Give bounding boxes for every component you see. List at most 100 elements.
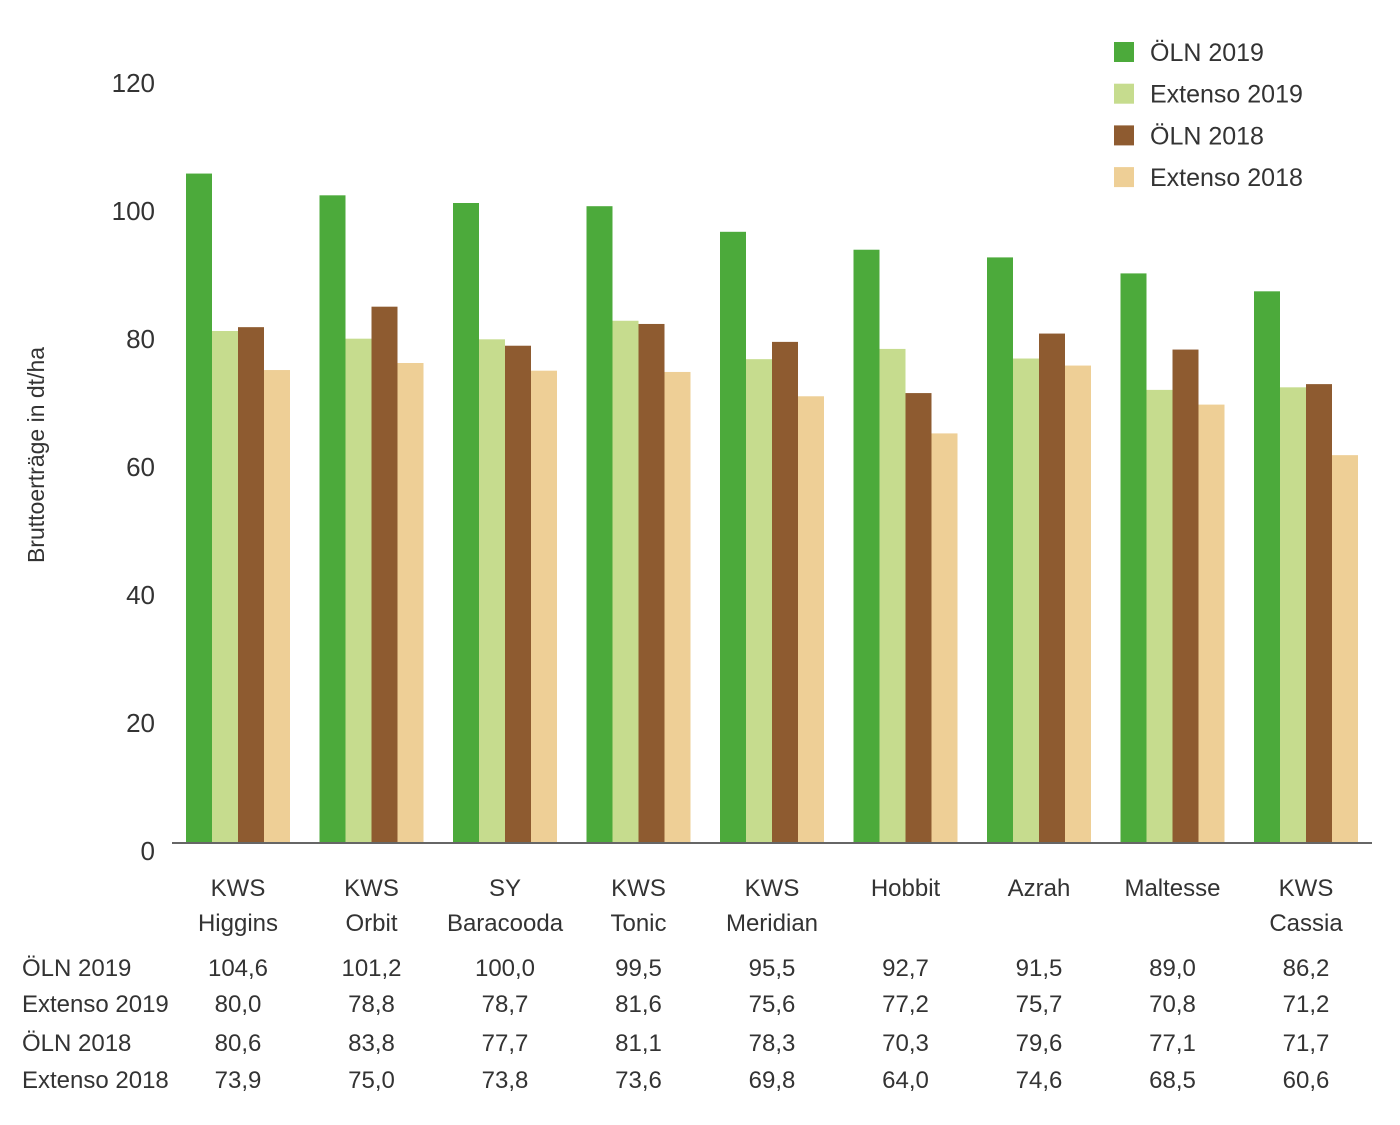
legend-swatch	[1114, 167, 1134, 188]
x-tick-label: Azrah	[1008, 875, 1071, 902]
data-label: 101,2	[341, 955, 401, 982]
bar	[397, 363, 424, 843]
data-label: 80,0	[215, 991, 262, 1018]
x-tick-label: Meridian	[726, 910, 818, 937]
y-axis-title: Bruttoerträge in dt/ha	[23, 347, 49, 563]
bar	[319, 195, 346, 843]
data-label: 81,6	[615, 991, 662, 1018]
bar	[853, 249, 880, 844]
data-label: 60,6	[1283, 1067, 1330, 1094]
bar	[1065, 365, 1091, 843]
bar	[798, 396, 824, 843]
data-label: 75,7	[1016, 991, 1063, 1018]
data-label: 75,0	[348, 1067, 395, 1094]
y-tick-label: 20	[126, 708, 155, 738]
x-tick-label: Hobbit	[871, 875, 941, 902]
bar	[586, 206, 613, 843]
bar	[638, 323, 665, 844]
data-label: 74,6	[1016, 1067, 1063, 1094]
data-label: 79,6	[1016, 1030, 1063, 1057]
data-label: 77,2	[882, 991, 929, 1018]
y-tick-label: 100	[112, 196, 155, 226]
data-label: 73,6	[615, 1067, 662, 1094]
bar	[479, 339, 505, 843]
bar	[1013, 358, 1039, 843]
bar	[453, 203, 479, 843]
data-label: 70,8	[1149, 991, 1196, 1018]
y-tick-label: 60	[126, 452, 155, 482]
legend-label: ÖLN 2019	[1150, 39, 1264, 67]
bar	[987, 257, 1013, 843]
x-tick-label: Higgins	[198, 910, 278, 937]
x-tick-label: Maltesse	[1124, 875, 1220, 902]
x-tick-label: Cassia	[1269, 910, 1343, 937]
x-tick-label: Baracooda	[447, 910, 564, 937]
data-label: 100,0	[475, 955, 535, 982]
x-tick-label: KWS	[1279, 875, 1334, 902]
bar	[1306, 384, 1332, 843]
data-label: 83,8	[348, 1030, 395, 1057]
x-tick-label: KWS	[344, 875, 399, 902]
bar	[612, 320, 639, 843]
table-row-label: ÖLN 2019	[22, 955, 131, 982]
data-label: 77,1	[1149, 1030, 1196, 1057]
bar	[879, 348, 906, 843]
bar	[1280, 387, 1306, 843]
y-tick-label: 40	[126, 580, 155, 610]
data-label: 71,2	[1283, 991, 1330, 1018]
bar	[1198, 404, 1225, 843]
bar	[371, 306, 398, 843]
table-row-label: Extenso 2019	[22, 991, 169, 1018]
x-tick-label: KWS	[211, 875, 266, 902]
x-tick-label: KWS	[611, 875, 666, 902]
bar	[931, 433, 958, 843]
y-tick-label: 0	[141, 836, 155, 866]
legend-swatch	[1114, 83, 1134, 104]
data-label: 78,7	[482, 991, 529, 1018]
x-tick-label: KWS	[745, 875, 800, 902]
data-label: 95,5	[749, 955, 796, 982]
data-label: 80,6	[215, 1030, 262, 1057]
y-tick-label: 80	[126, 324, 155, 354]
bar	[905, 393, 932, 843]
data-label: 68,5	[1149, 1067, 1196, 1094]
data-label: 77,7	[482, 1030, 529, 1057]
bar	[664, 371, 691, 843]
bar	[1254, 291, 1280, 843]
data-label: 86,2	[1283, 955, 1330, 982]
data-label: 89,0	[1149, 955, 1196, 982]
data-label: 91,5	[1016, 955, 1063, 982]
table-row-label: ÖLN 2018	[22, 1030, 131, 1057]
bar	[1120, 273, 1147, 843]
bar	[720, 231, 746, 844]
bar	[264, 370, 290, 843]
data-label: 71,7	[1283, 1030, 1330, 1057]
bar	[212, 331, 238, 843]
legend-label: ÖLN 2018	[1150, 122, 1264, 150]
data-label: 104,6	[208, 955, 268, 982]
data-label: 69,8	[749, 1067, 796, 1094]
data-label: 78,8	[348, 991, 395, 1018]
bar	[186, 173, 212, 843]
bar	[1039, 333, 1065, 843]
legend-swatch	[1114, 125, 1134, 146]
bar	[1172, 349, 1199, 843]
bar	[238, 327, 264, 843]
bar	[746, 359, 772, 843]
data-label: 73,9	[215, 1067, 262, 1094]
x-tick-label: SY	[489, 875, 521, 902]
data-label: 78,3	[749, 1030, 796, 1057]
data-label: 81,1	[615, 1030, 662, 1057]
y-tick-label: 120	[112, 68, 155, 98]
bar	[1332, 455, 1358, 843]
table-row-label: Extenso 2018	[22, 1067, 169, 1094]
data-label: 73,8	[482, 1067, 529, 1094]
bar	[772, 341, 798, 843]
data-label: 99,5	[615, 955, 662, 982]
data-label: 92,7	[882, 955, 929, 982]
legend-label: Extenso 2019	[1150, 81, 1303, 109]
bar	[505, 345, 531, 843]
x-tick-label: Tonic	[610, 910, 666, 937]
data-label: 64,0	[882, 1067, 929, 1094]
